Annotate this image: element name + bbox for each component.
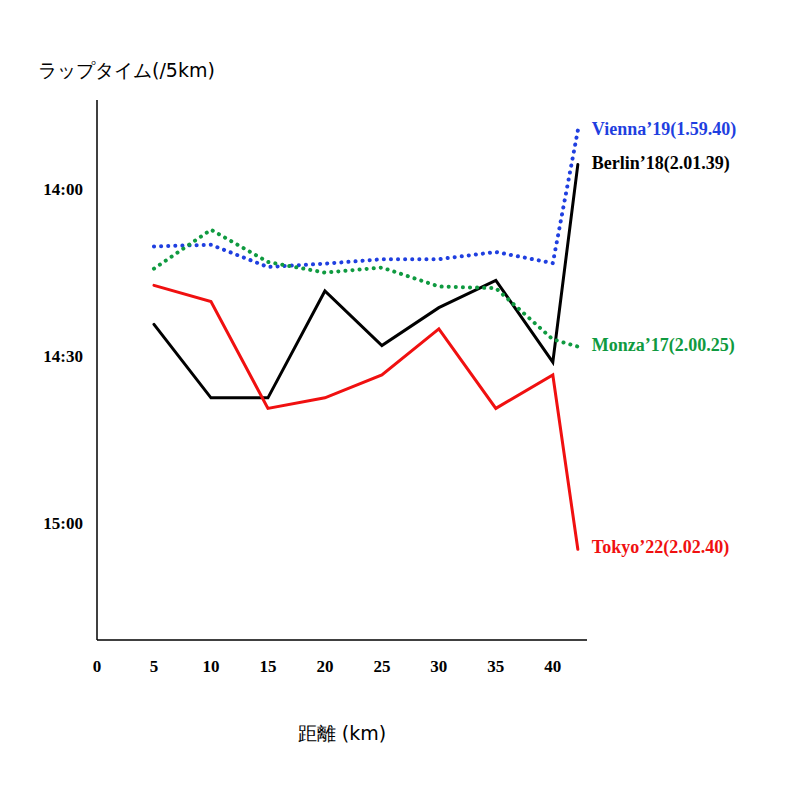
svg-text:14:30: 14:30 xyxy=(43,347,83,366)
svg-text:15: 15 xyxy=(259,657,276,676)
svg-text:Tokyo’22(2.02.40): Tokyo’22(2.02.40) xyxy=(592,537,729,558)
svg-text:15:00: 15:00 xyxy=(43,514,83,533)
svg-text:10: 10 xyxy=(202,657,219,676)
html-text:ラップタイム(/5km): ラップタイム(/5km) xyxy=(38,59,215,81)
svg-text:距離 (km): 距離 (km) xyxy=(298,722,386,744)
svg-text:0: 0 xyxy=(93,657,102,676)
svg-text:30: 30 xyxy=(430,657,447,676)
svg-text:5: 5 xyxy=(150,657,159,676)
svg-text:Vienna’19(1.59.40): Vienna’19(1.59.40) xyxy=(592,119,736,140)
svg-text:14:00: 14:00 xyxy=(43,180,83,199)
svg-text:20: 20 xyxy=(316,657,333,676)
svg-text:Berlin’18(2.01.39): Berlin’18(2.01.39) xyxy=(592,153,730,174)
svg-text:Monza’17(2.00.25): Monza’17(2.00.25) xyxy=(592,335,735,356)
svg-text:25: 25 xyxy=(373,657,390,676)
svg-text:35: 35 xyxy=(487,657,504,676)
svg-text:40: 40 xyxy=(544,657,561,676)
